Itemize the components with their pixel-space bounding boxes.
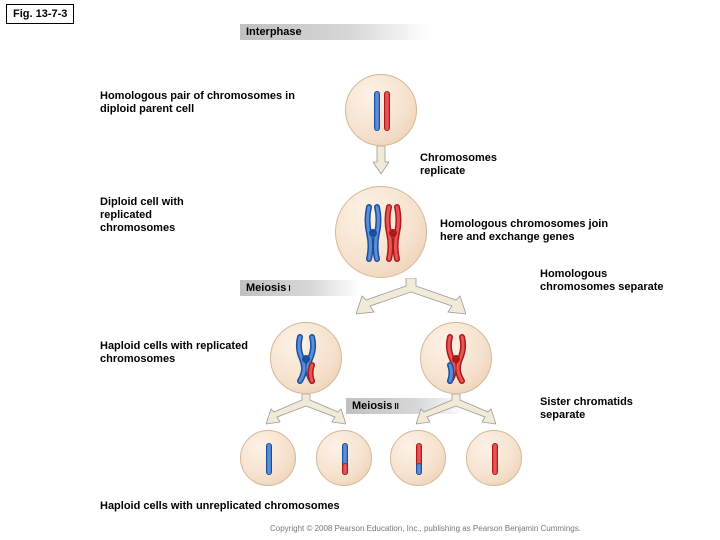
figure-number-text: Fig. 13-7-3 xyxy=(13,8,67,20)
cell-haploid-rep-right xyxy=(420,322,492,394)
cell-diploid-replicated xyxy=(335,186,427,278)
label-sister-separate: Sister chromatids separate xyxy=(540,396,670,422)
label-chromosomes-replicate: Chromosomes replicate xyxy=(420,152,530,178)
chrom-single-blue-swap xyxy=(317,431,373,487)
label-homologous-separate: Homologous chromosomes separate xyxy=(540,268,670,294)
interphase-bar: Interphase xyxy=(240,24,430,40)
meiosis2-sub: II xyxy=(394,402,398,411)
cell-haploid-rep-left xyxy=(270,322,342,394)
interphase-label: Interphase xyxy=(246,26,302,38)
meiosis1-bar: MeiosisI xyxy=(240,280,360,296)
figure-number-box: Fig. 13-7-3 xyxy=(6,4,74,24)
chrom-single-blue xyxy=(241,431,297,487)
chrom-single-red xyxy=(467,431,523,487)
label-haploid-replicated: Haploid cells with replicated chromosome… xyxy=(100,340,260,366)
label-diploid-replicated: Diploid cell with replicated chromosomes xyxy=(100,196,230,236)
cell-haploid-unrep-4 xyxy=(466,430,522,486)
chromosome-replicated-pair xyxy=(336,187,428,279)
chromosome-pair-unreplicated xyxy=(346,75,418,147)
meiosis1-sub: I xyxy=(288,284,290,293)
chrom-single-red-swap xyxy=(391,431,447,487)
chromatid-blue-x xyxy=(271,323,343,395)
chromatid-red-x xyxy=(421,323,493,395)
meiosis1-label: Meiosis xyxy=(246,282,286,294)
label-homologous-pair: Homologous pair of chromosomes in diploi… xyxy=(100,90,310,116)
arrow-meiosis1-split xyxy=(356,278,466,318)
arrow-replicate xyxy=(373,146,389,174)
cell-diploid-parent xyxy=(345,74,417,146)
arrow-meiosis2-split-left xyxy=(266,394,346,428)
label-crossing-over: Homologous chromosomes join here and exc… xyxy=(440,218,630,244)
meiosis2-label: Meiosis xyxy=(352,400,392,412)
arrow-meiosis2-split-right xyxy=(416,394,496,428)
label-haploid-unreplicated: Haploid cells with unreplicated chromoso… xyxy=(100,500,380,513)
cell-haploid-unrep-1 xyxy=(240,430,296,486)
cell-haploid-unrep-3 xyxy=(390,430,446,486)
copyright-text: Copyright © 2008 Pearson Education, Inc.… xyxy=(270,524,581,533)
cell-haploid-unrep-2 xyxy=(316,430,372,486)
